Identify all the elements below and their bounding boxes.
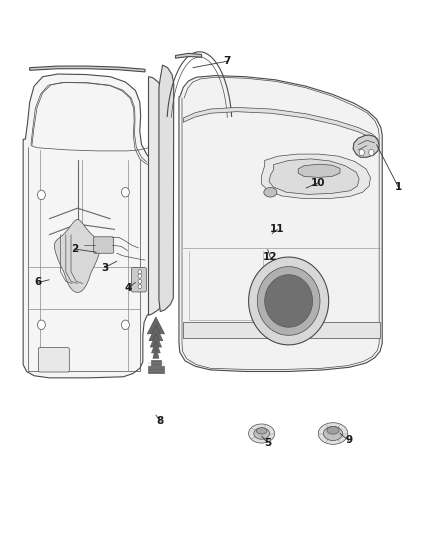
- Text: 1: 1: [395, 182, 402, 192]
- Polygon shape: [256, 427, 267, 434]
- Polygon shape: [269, 159, 359, 195]
- Circle shape: [138, 270, 141, 274]
- Polygon shape: [153, 347, 159, 358]
- Text: 9: 9: [345, 435, 352, 446]
- Circle shape: [138, 285, 141, 289]
- Polygon shape: [148, 77, 168, 316]
- Text: 3: 3: [101, 263, 109, 272]
- Text: 10: 10: [311, 177, 325, 188]
- Polygon shape: [30, 66, 145, 72]
- Polygon shape: [261, 154, 371, 199]
- Polygon shape: [324, 426, 343, 440]
- Text: 5: 5: [264, 438, 272, 448]
- Text: 7: 7: [223, 56, 230, 66]
- Polygon shape: [254, 428, 269, 439]
- Text: 8: 8: [157, 416, 164, 426]
- Polygon shape: [149, 325, 163, 341]
- Circle shape: [138, 274, 141, 278]
- FancyBboxPatch shape: [94, 237, 114, 253]
- Polygon shape: [152, 341, 160, 353]
- Polygon shape: [147, 317, 165, 334]
- Polygon shape: [150, 333, 162, 347]
- Polygon shape: [148, 360, 164, 373]
- Polygon shape: [179, 76, 382, 372]
- Circle shape: [38, 190, 46, 200]
- Polygon shape: [265, 274, 313, 327]
- Text: 12: 12: [263, 253, 278, 262]
- Polygon shape: [23, 74, 159, 378]
- Polygon shape: [257, 266, 320, 335]
- Polygon shape: [184, 322, 380, 338]
- Text: 4: 4: [125, 282, 132, 293]
- Circle shape: [121, 320, 129, 329]
- Circle shape: [121, 188, 129, 197]
- Polygon shape: [176, 53, 201, 58]
- Circle shape: [359, 149, 364, 156]
- Circle shape: [138, 279, 141, 284]
- FancyBboxPatch shape: [131, 268, 146, 292]
- Text: 11: 11: [270, 224, 285, 235]
- Polygon shape: [54, 220, 101, 293]
- Circle shape: [38, 320, 46, 329]
- Polygon shape: [249, 257, 328, 345]
- Polygon shape: [249, 424, 275, 443]
- Polygon shape: [159, 65, 174, 312]
- FancyBboxPatch shape: [39, 348, 69, 372]
- Circle shape: [369, 149, 374, 156]
- Polygon shape: [353, 135, 379, 157]
- Polygon shape: [184, 108, 378, 143]
- Text: 6: 6: [35, 277, 42, 287]
- Polygon shape: [318, 423, 348, 445]
- Text: 2: 2: [71, 244, 78, 254]
- Polygon shape: [298, 164, 340, 177]
- Ellipse shape: [264, 188, 277, 197]
- Polygon shape: [327, 426, 339, 434]
